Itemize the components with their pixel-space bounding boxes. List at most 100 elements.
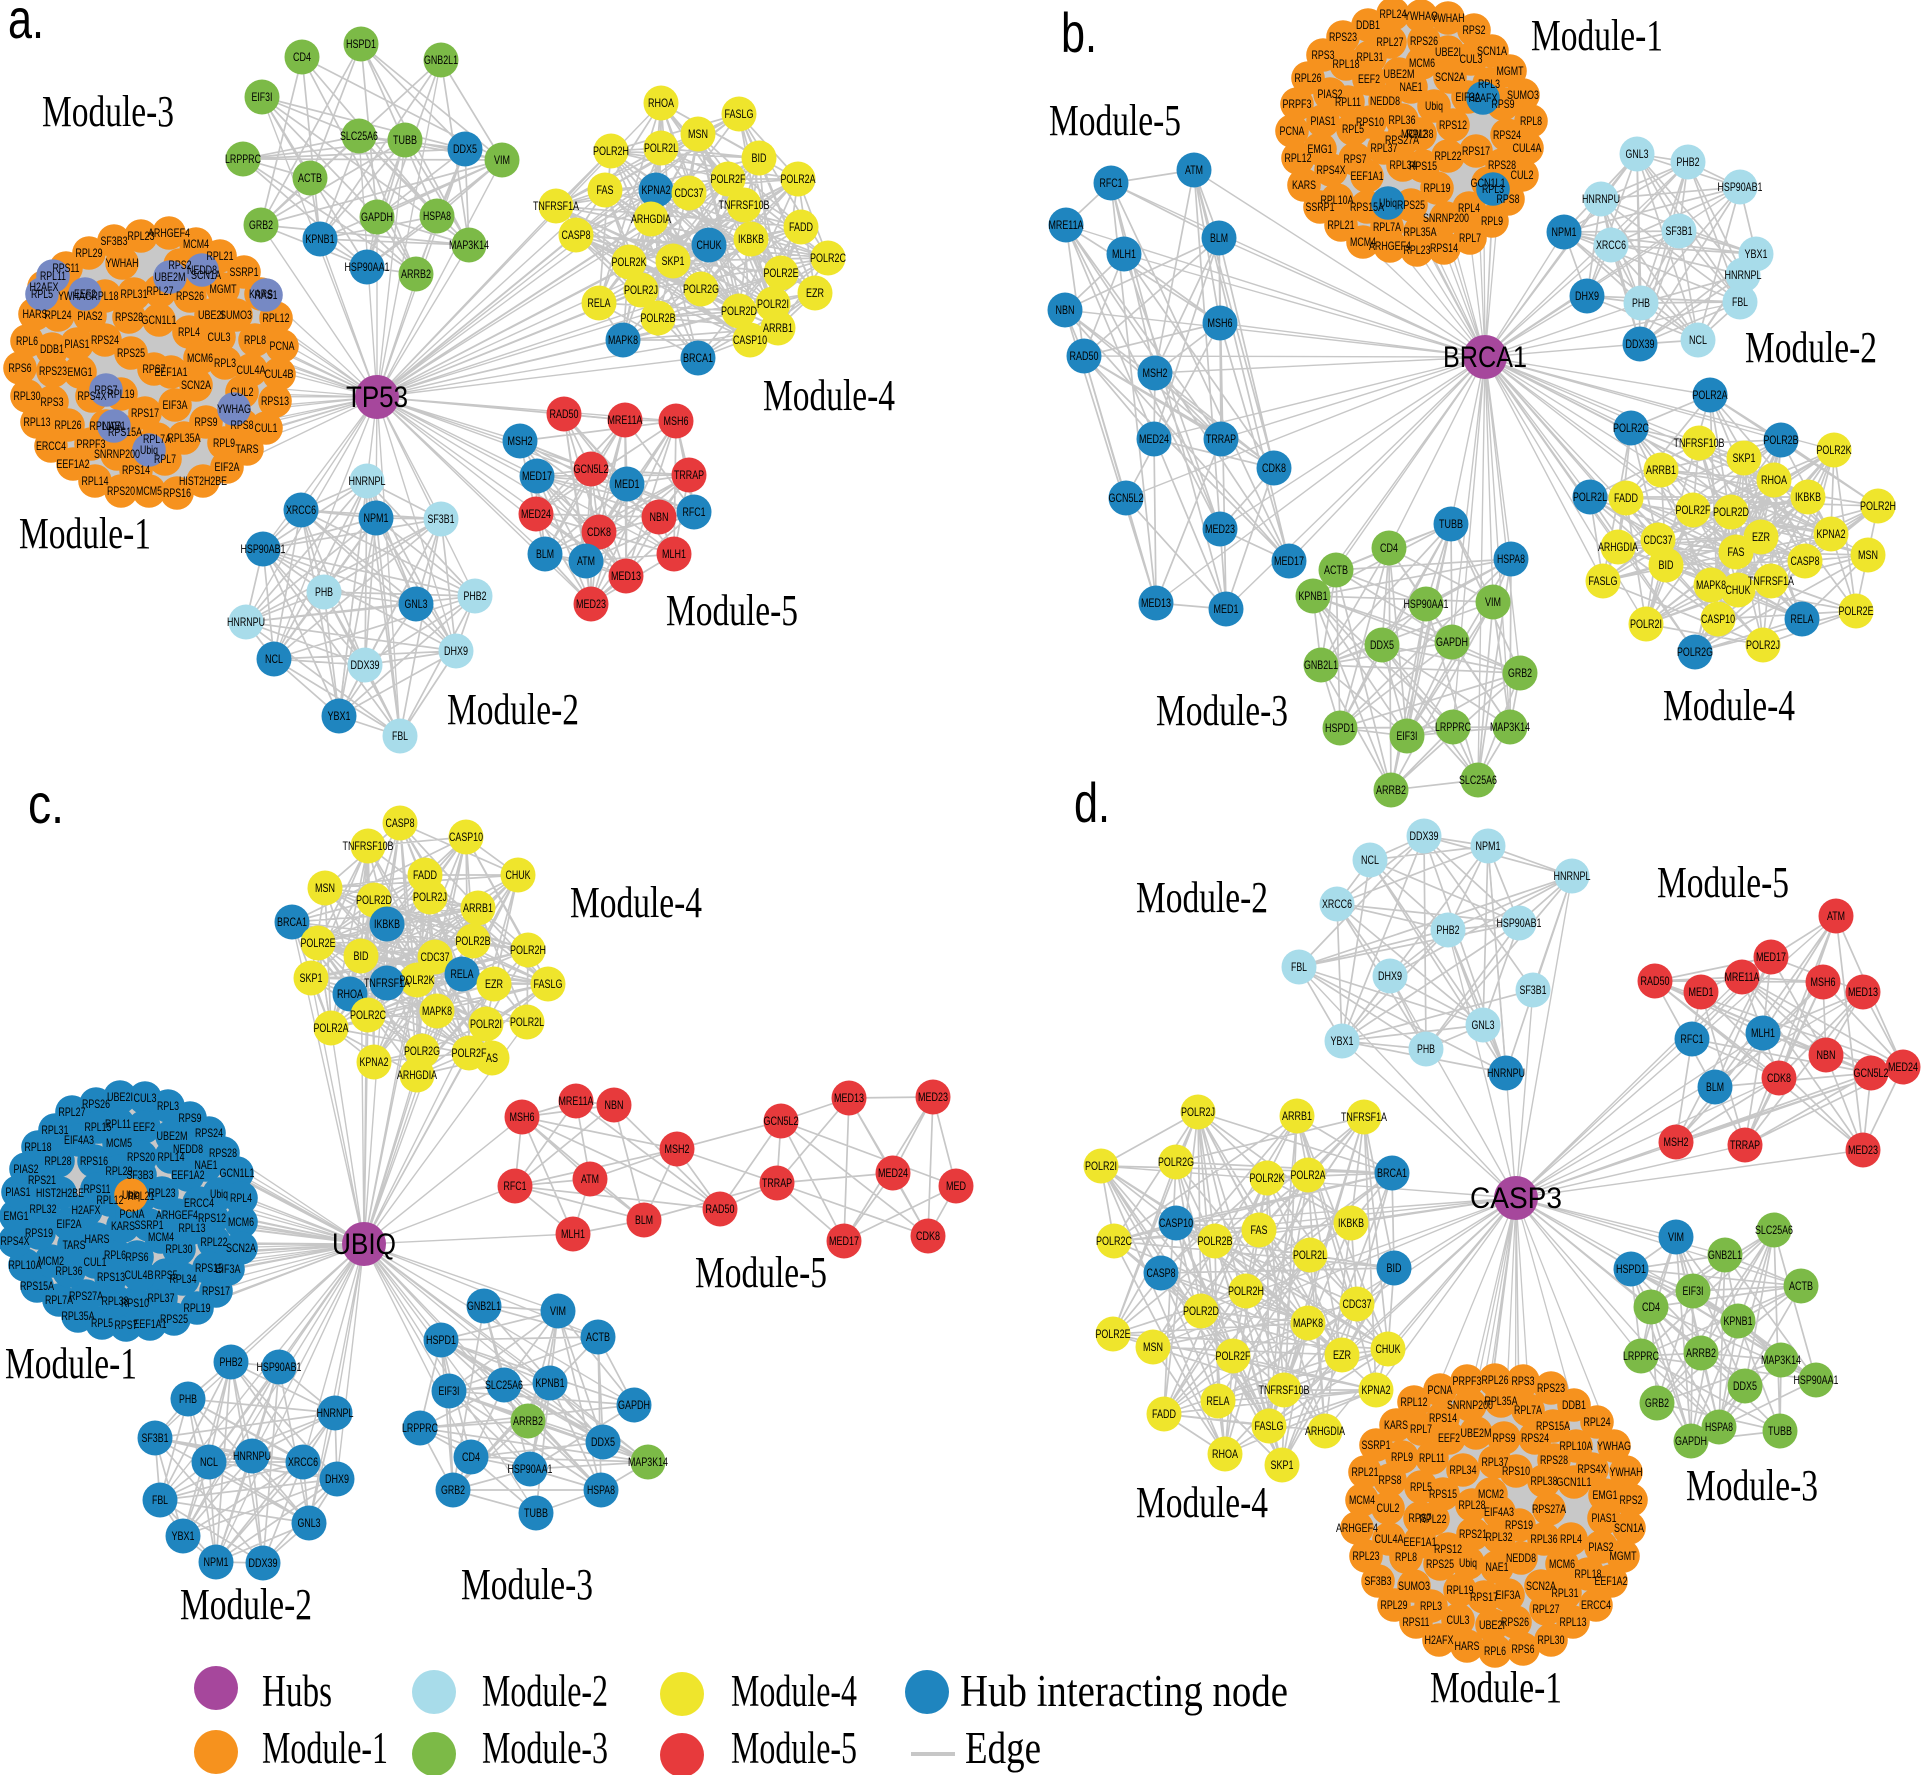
svg-text:RFC1: RFC1 <box>504 1179 527 1193</box>
svg-text:RPS19: RPS19 <box>25 1226 53 1240</box>
svg-text:SKP1: SKP1 <box>1733 451 1756 465</box>
svg-text:BLM: BLM <box>635 1213 653 1227</box>
svg-text:FAS: FAS <box>1251 1223 1268 1237</box>
svg-text:POLR2B: POLR2B <box>1764 433 1799 447</box>
svg-text:MAP3K14: MAP3K14 <box>1761 1353 1801 1367</box>
svg-text:RPL32: RPL32 <box>1486 1530 1513 1544</box>
svg-text:MED13: MED13 <box>834 1091 864 1105</box>
svg-text:CUL3: CUL3 <box>1447 1613 1470 1627</box>
svg-text:UBE2M: UBE2M <box>157 1129 188 1143</box>
svg-text:RPL6: RPL6 <box>104 1248 126 1262</box>
svg-text:CASP10: CASP10 <box>1701 612 1735 626</box>
svg-text:XRCC6: XRCC6 <box>1596 238 1626 252</box>
svg-text:HARS: HARS <box>23 307 48 321</box>
svg-text:RPL19: RPL19 <box>108 387 135 401</box>
svg-text:RPS15A: RPS15A <box>1350 200 1384 214</box>
svg-text:NEDD8: NEDD8 <box>173 1142 203 1156</box>
svg-text:Module-3: Module-3 <box>482 1723 608 1773</box>
svg-text:HSP90AB1: HSP90AB1 <box>1497 916 1542 930</box>
svg-text:HIST2H2BE: HIST2H2BE <box>36 1186 84 1200</box>
svg-text:RPL9: RPL9 <box>1391 1450 1413 1464</box>
svg-text:EIF3A: EIF3A <box>1456 90 1481 104</box>
svg-text:EIF3A: EIF3A <box>216 1262 241 1276</box>
svg-text:MAPK8: MAPK8 <box>1696 578 1726 592</box>
svg-text:MLH1: MLH1 <box>561 1227 585 1241</box>
svg-text:EEF1A1: EEF1A1 <box>155 365 188 379</box>
svg-text:MAPK8: MAPK8 <box>1293 1316 1323 1330</box>
svg-text:RPS8: RPS8 <box>231 418 254 432</box>
svg-text:RPL35A: RPL35A <box>1485 1394 1518 1408</box>
svg-text:MCM2: MCM2 <box>38 1254 64 1268</box>
svg-text:POLR2C: POLR2C <box>810 251 846 265</box>
svg-text:PIAS2: PIAS2 <box>1589 1540 1614 1554</box>
svg-text:DDX39: DDX39 <box>1410 829 1439 843</box>
svg-text:CASP3: CASP3 <box>1470 1182 1562 1215</box>
svg-text:RPS16: RPS16 <box>163 486 191 500</box>
svg-text:MRE11A: MRE11A <box>1725 970 1760 984</box>
svg-text:NCL: NCL <box>1689 333 1707 347</box>
svg-text:RPS24: RPS24 <box>1493 128 1521 142</box>
svg-text:RELA: RELA <box>1207 1394 1230 1408</box>
svg-text:RPS28: RPS28 <box>1540 1453 1568 1467</box>
svg-text:TRRAP: TRRAP <box>762 1176 792 1190</box>
svg-text:RPL22: RPL22 <box>201 1235 228 1249</box>
svg-text:EEF2: EEF2 <box>74 287 96 301</box>
svg-text:SCN2A: SCN2A <box>1435 70 1465 84</box>
svg-text:POLR2A: POLR2A <box>1693 388 1728 402</box>
svg-text:RPS10: RPS10 <box>1356 115 1384 129</box>
svg-text:MED13: MED13 <box>1141 596 1171 610</box>
svg-text:SSRP1: SSRP1 <box>1362 1438 1391 1452</box>
svg-text:RPS23: RPS23 <box>1537 1381 1565 1395</box>
svg-text:ARHGDIA: ARHGDIA <box>1305 1424 1345 1438</box>
svg-text:YBX1: YBX1 <box>172 1529 195 1543</box>
svg-text:YWHAG: YWHAG <box>58 289 92 303</box>
svg-text:RPL36: RPL36 <box>1389 113 1416 127</box>
svg-text:RPS13: RPS13 <box>261 394 289 408</box>
svg-text:MRE11A: MRE11A <box>1049 218 1084 232</box>
svg-text:RPL29: RPL29 <box>1381 1598 1408 1612</box>
svg-text:Module-4: Module-4 <box>1136 1478 1268 1527</box>
svg-text:RPS23: RPS23 <box>39 364 67 378</box>
svg-text:MSN: MSN <box>1858 548 1878 562</box>
svg-text:HSPD1: HSPD1 <box>1616 1262 1646 1276</box>
svg-text:NBN: NBN <box>1056 303 1075 317</box>
svg-text:UBE2M: UBE2M <box>155 270 186 284</box>
svg-text:HNRNPU: HNRNPU <box>233 1449 271 1463</box>
svg-text:SF3B3: SF3B3 <box>127 1168 154 1182</box>
svg-text:TNFRSF10B: TNFRSF10B <box>343 839 394 853</box>
svg-text:Ubiq: Ubiq <box>1379 196 1397 210</box>
svg-text:Hub interacting node: Hub interacting node <box>960 1666 1288 1716</box>
svg-text:RPS14: RPS14 <box>122 463 150 477</box>
svg-text:CUL3: CUL3 <box>208 330 231 344</box>
svg-text:BLM: BLM <box>1210 231 1228 245</box>
svg-text:RPS25: RPS25 <box>1397 198 1425 212</box>
svg-text:RPL27: RPL27 <box>1377 35 1404 49</box>
svg-text:MGMT: MGMT <box>1497 64 1524 78</box>
svg-text:RPS2: RPS2 <box>1463 23 1486 37</box>
svg-text:RPL38: RPL38 <box>102 1294 129 1308</box>
svg-text:Module-4: Module-4 <box>763 371 895 420</box>
svg-text:MAPK8: MAPK8 <box>422 1004 452 1018</box>
svg-text:NCL: NCL <box>1361 853 1379 867</box>
svg-text:ACTB: ACTB <box>1789 1279 1813 1293</box>
svg-text:GAPDH: GAPDH <box>1675 1434 1707 1448</box>
svg-text:ARRB2: ARRB2 <box>401 267 431 281</box>
svg-text:RPL7: RPL7 <box>1459 231 1481 245</box>
svg-text:RPS26: RPS26 <box>1410 34 1438 48</box>
svg-text:ARHGDIA: ARHGDIA <box>631 212 671 226</box>
svg-text:KPNB1: KPNB1 <box>536 1376 565 1390</box>
svg-text:a.: a. <box>8 0 44 50</box>
svg-text:MSH2: MSH2 <box>1664 1135 1689 1149</box>
svg-text:MSN: MSN <box>1143 1340 1163 1354</box>
svg-text:POLR2C: POLR2C <box>1613 421 1649 435</box>
svg-text:ATM: ATM <box>1185 163 1203 177</box>
svg-text:RAD50: RAD50 <box>1641 974 1670 988</box>
svg-text:RPL26: RPL26 <box>55 418 82 432</box>
svg-text:RPL26: RPL26 <box>1295 71 1322 85</box>
svg-text:Module-3: Module-3 <box>42 87 174 136</box>
svg-text:HSPA8: HSPA8 <box>1497 552 1525 566</box>
svg-text:SLC25A6: SLC25A6 <box>1459 773 1497 787</box>
svg-text:Module-5: Module-5 <box>731 1723 857 1773</box>
svg-text:CD4: CD4 <box>1380 541 1398 555</box>
svg-text:RPL32: RPL32 <box>30 1202 57 1216</box>
